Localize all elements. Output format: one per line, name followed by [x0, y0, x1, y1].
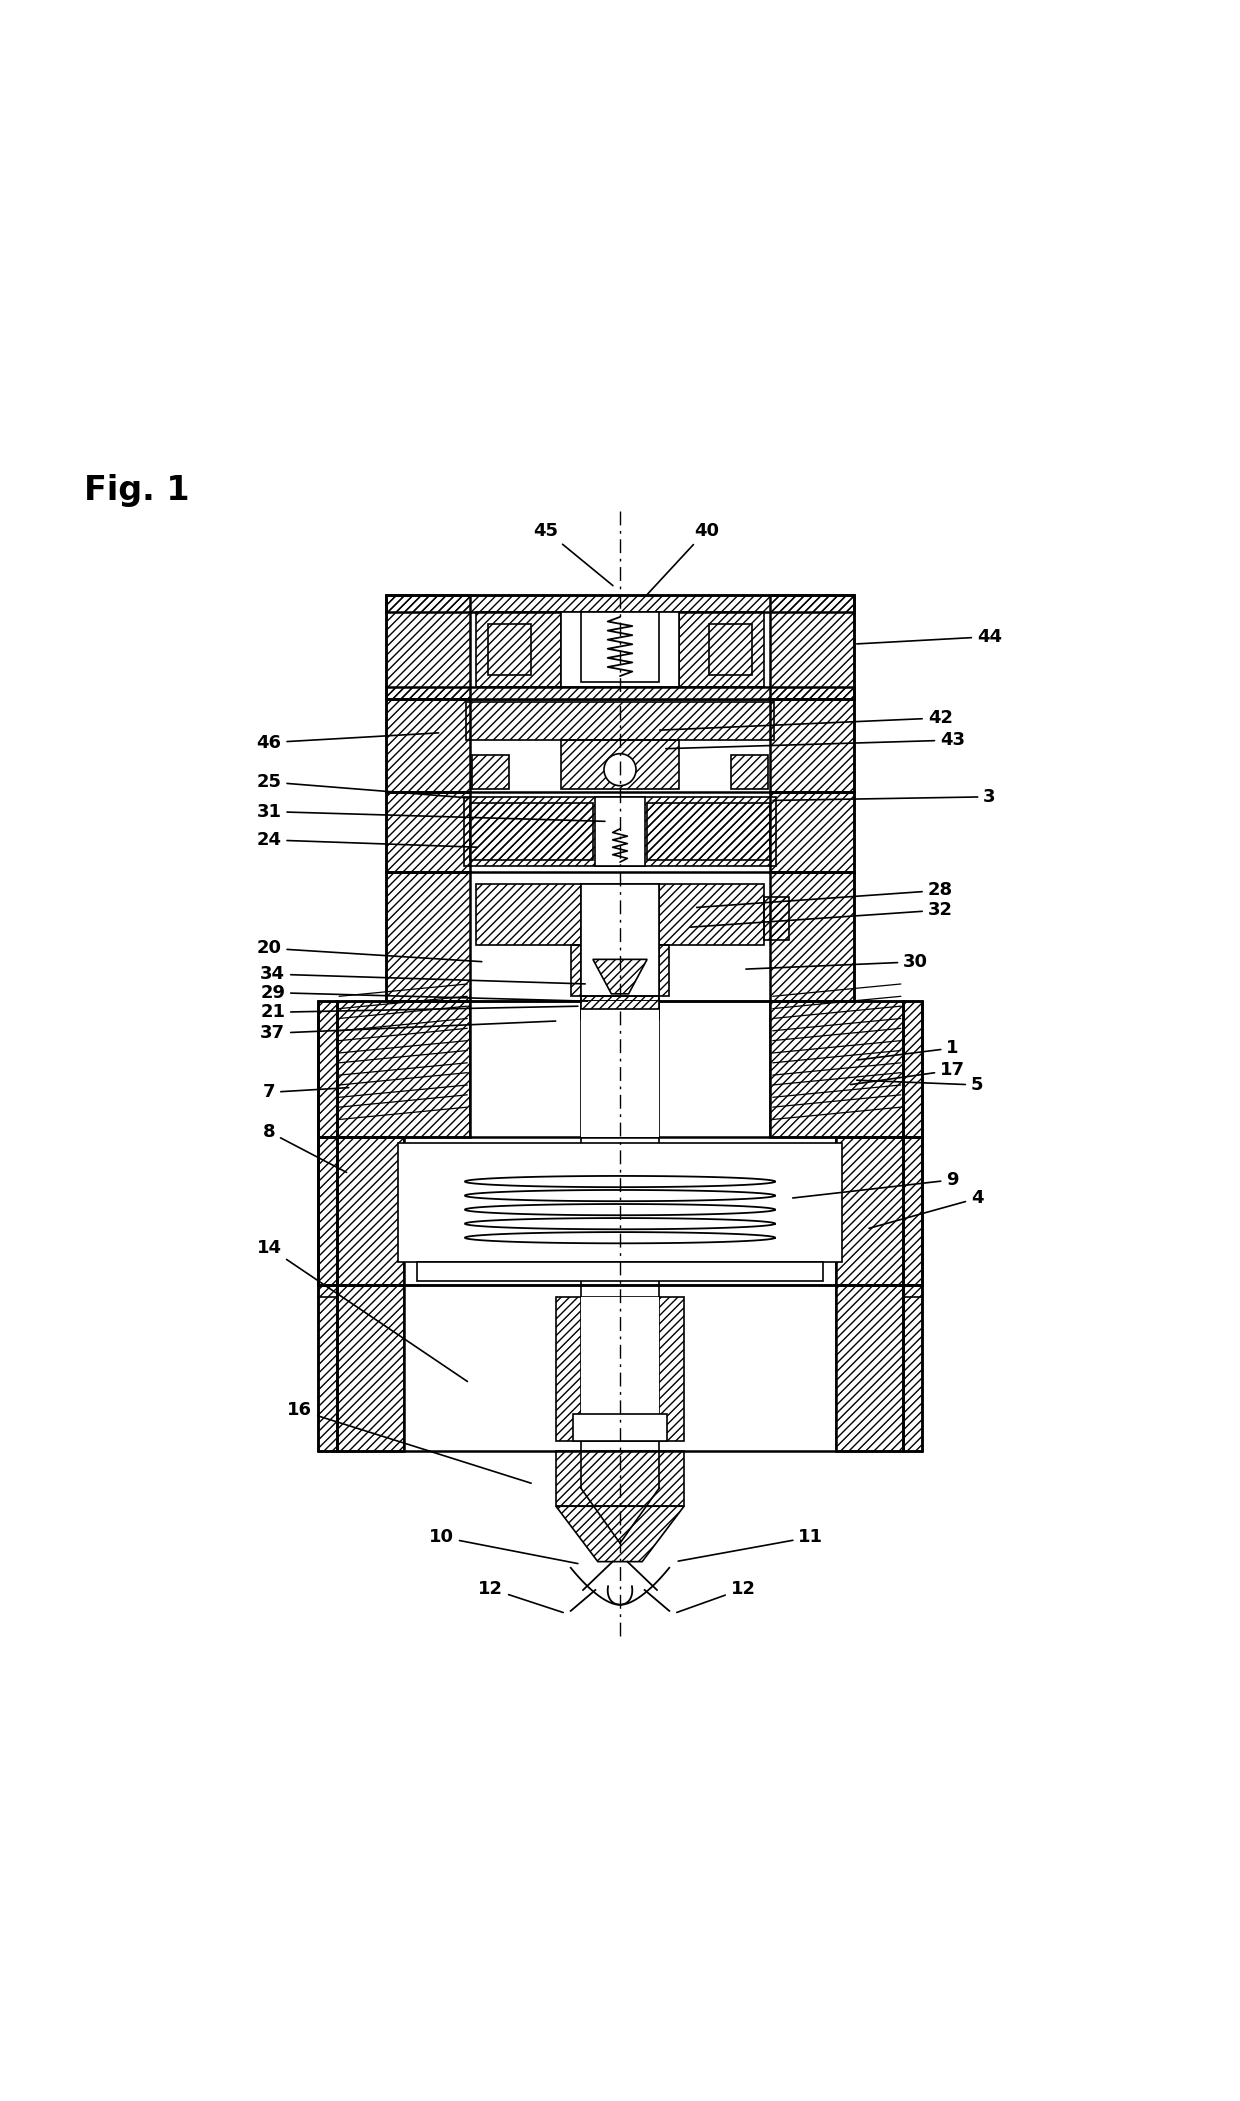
Polygon shape — [573, 1414, 667, 1441]
Polygon shape — [580, 1296, 660, 1441]
Text: 31: 31 — [257, 803, 605, 821]
Polygon shape — [580, 1002, 660, 1137]
Text: 43: 43 — [666, 731, 965, 750]
Text: 7: 7 — [263, 1084, 348, 1101]
Text: 11: 11 — [678, 1527, 823, 1561]
Text: 8: 8 — [263, 1122, 346, 1172]
Text: 10: 10 — [429, 1527, 578, 1563]
Text: 25: 25 — [257, 773, 467, 798]
Text: 17: 17 — [851, 1061, 965, 1084]
Text: 40: 40 — [646, 521, 719, 595]
Text: 32: 32 — [691, 901, 952, 927]
Polygon shape — [598, 826, 642, 866]
Polygon shape — [470, 611, 770, 700]
Text: 45: 45 — [533, 521, 613, 586]
Text: 42: 42 — [660, 708, 952, 731]
Polygon shape — [560, 611, 680, 687]
Text: 1: 1 — [857, 1040, 959, 1061]
Text: 30: 30 — [746, 954, 928, 971]
Text: 20: 20 — [257, 939, 482, 962]
Text: 16: 16 — [288, 1401, 531, 1483]
Polygon shape — [398, 1143, 842, 1263]
Polygon shape — [386, 595, 854, 700]
Text: 3: 3 — [773, 788, 996, 807]
Text: 4: 4 — [869, 1189, 983, 1229]
Text: 21: 21 — [260, 1004, 578, 1021]
Text: Fig. 1: Fig. 1 — [84, 475, 190, 506]
Circle shape — [604, 754, 636, 786]
Text: 12: 12 — [677, 1580, 755, 1611]
Text: 37: 37 — [260, 1021, 556, 1042]
Text: 12: 12 — [479, 1580, 563, 1611]
Polygon shape — [417, 1263, 823, 1282]
Polygon shape — [580, 611, 660, 683]
Text: 14: 14 — [257, 1240, 467, 1382]
Text: 5: 5 — [857, 1076, 983, 1095]
Text: 34: 34 — [260, 964, 585, 983]
Text: 9: 9 — [792, 1170, 959, 1198]
Text: 44: 44 — [857, 628, 1002, 645]
Text: 24: 24 — [257, 830, 477, 849]
Text: 29: 29 — [260, 983, 588, 1002]
Text: 28: 28 — [697, 882, 952, 908]
Polygon shape — [595, 796, 645, 866]
Polygon shape — [580, 885, 660, 996]
Text: 46: 46 — [257, 733, 439, 752]
